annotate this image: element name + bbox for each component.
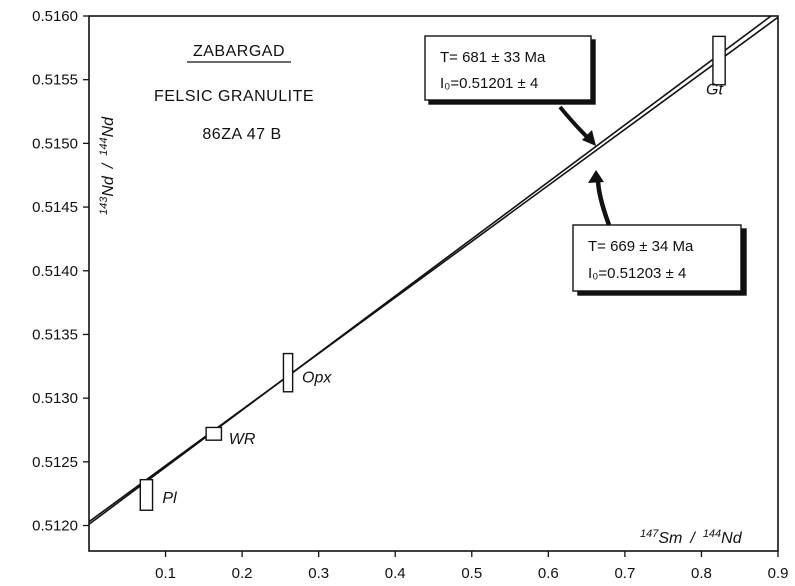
chart-title: ZABARGAD: [193, 43, 285, 60]
y-axis-ticks: 0.5120 0.5125 0.5130 0.5135 0.5140 0.5145 0.51…: [32, 8, 89, 535]
x-tick-label: 0.3: [308, 565, 329, 582]
arrow-1-head: [582, 130, 596, 146]
isochron-label-box-1: T= 681 ± 33 Ma I₀=0.51201 ± 4: [424, 35, 596, 105]
x-tick-label: 0.9: [768, 565, 789, 582]
point-label-wr: WR: [229, 431, 256, 448]
y-axis-label: 143Nd/144Nd: [98, 116, 117, 215]
x-tick-label: 0.6: [538, 565, 559, 582]
y-tick-label: 0.5145: [32, 199, 78, 216]
x-tick-label: 0.7: [614, 565, 635, 582]
x-tick-label: 0.1: [155, 565, 176, 582]
isochron-intercept-1: I₀=0.51201 ± 4: [440, 75, 538, 92]
chart-subtitle: FELSIC GRANULITE: [154, 88, 314, 105]
arrow-1: [558, 105, 592, 142]
x-axis-label: 147Sm/144Nd: [640, 528, 743, 547]
arrow-2: [595, 178, 612, 226]
x-tick-label: 0.4: [385, 565, 406, 582]
x-axis-ticks: 0.1 0.2 0.3 0.4 0.5 0.6 0.7 0.8 0.9: [155, 551, 788, 582]
y-tick-label: 0.5150: [32, 135, 78, 152]
sample-id: 86ZA 47 B: [202, 126, 281, 143]
x-tick-label: 0.2: [232, 565, 253, 582]
point-label-gt: Gt: [706, 82, 723, 99]
point-label-opx: Opx: [302, 370, 332, 387]
x-tick-label: 0.5: [461, 565, 482, 582]
isochron-line-2: [89, 16, 778, 523]
plot-frame: [88, 15, 779, 552]
error-box-wr: [205, 426, 223, 441]
y-tick-label: 0.5125: [32, 454, 78, 471]
y-tick-label: 0.5135: [32, 326, 78, 343]
y-tick-label: 0.5160: [32, 8, 78, 25]
y-tick-label: 0.5155: [32, 72, 78, 89]
data-points: Pl WR Opx Gt: [139, 35, 726, 511]
point-label-pl: Pl: [162, 490, 177, 507]
isochron-age-2: T= 669 ± 34 Ma: [588, 238, 694, 255]
isochron-line-1: [89, 16, 773, 525]
isochron-label-box-2: T= 669 ± 34 Ma I₀=0.51203 ± 4: [572, 224, 747, 296]
y-tick-label: 0.5130: [32, 390, 78, 407]
y-tick-label: 0.5120: [32, 518, 78, 535]
y-tick-label: 0.5140: [32, 263, 78, 280]
error-box-opx: [282, 352, 294, 393]
isochron-lines: [89, 16, 778, 525]
x-tick-label: 0.8: [691, 565, 712, 582]
arrow-2-head: [588, 170, 604, 183]
isochron-age-1: T= 681 ± 33 Ma: [440, 49, 546, 66]
error-box-gt: [712, 35, 726, 86]
isochron-intercept-2: I₀=0.51203 ± 4: [588, 265, 686, 282]
error-box-pl: [139, 478, 154, 511]
